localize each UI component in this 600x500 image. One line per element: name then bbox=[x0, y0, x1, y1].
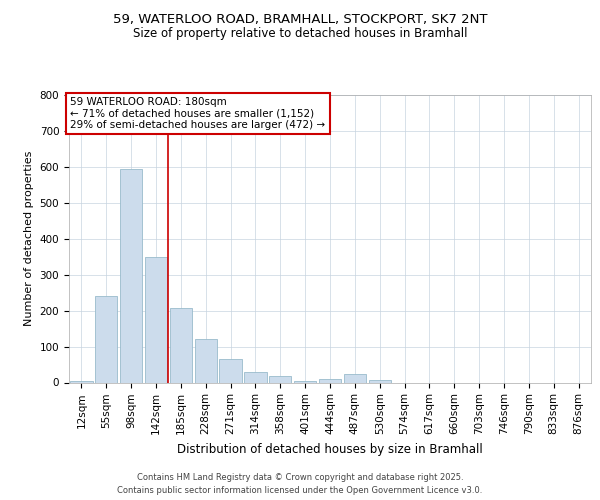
Text: 59 WATERLOO ROAD: 180sqm
← 71% of detached houses are smaller (1,152)
29% of sem: 59 WATERLOO ROAD: 180sqm ← 71% of detach… bbox=[70, 97, 325, 130]
Bar bbox=[220, 359, 242, 382]
Bar bbox=[95, 296, 118, 382]
Text: Contains HM Land Registry data © Crown copyright and database right 2025.: Contains HM Land Registry data © Crown c… bbox=[137, 472, 463, 482]
Bar bbox=[344, 374, 366, 382]
Bar bbox=[319, 379, 341, 382]
Bar bbox=[145, 256, 167, 382]
Bar bbox=[368, 380, 391, 382]
Bar bbox=[294, 380, 316, 382]
X-axis label: Distribution of detached houses by size in Bramhall: Distribution of detached houses by size … bbox=[177, 442, 483, 456]
Text: 59, WATERLOO ROAD, BRAMHALL, STOCKPORT, SK7 2NT: 59, WATERLOO ROAD, BRAMHALL, STOCKPORT, … bbox=[113, 12, 487, 26]
Text: Size of property relative to detached houses in Bramhall: Size of property relative to detached ho… bbox=[133, 28, 467, 40]
Bar bbox=[244, 372, 266, 382]
Bar bbox=[70, 380, 92, 382]
Bar bbox=[269, 376, 292, 382]
Bar bbox=[120, 168, 142, 382]
Text: Contains public sector information licensed under the Open Government Licence v3: Contains public sector information licen… bbox=[118, 486, 482, 495]
Bar bbox=[170, 308, 192, 382]
Y-axis label: Number of detached properties: Number of detached properties bbox=[24, 151, 34, 326]
Bar bbox=[194, 340, 217, 382]
